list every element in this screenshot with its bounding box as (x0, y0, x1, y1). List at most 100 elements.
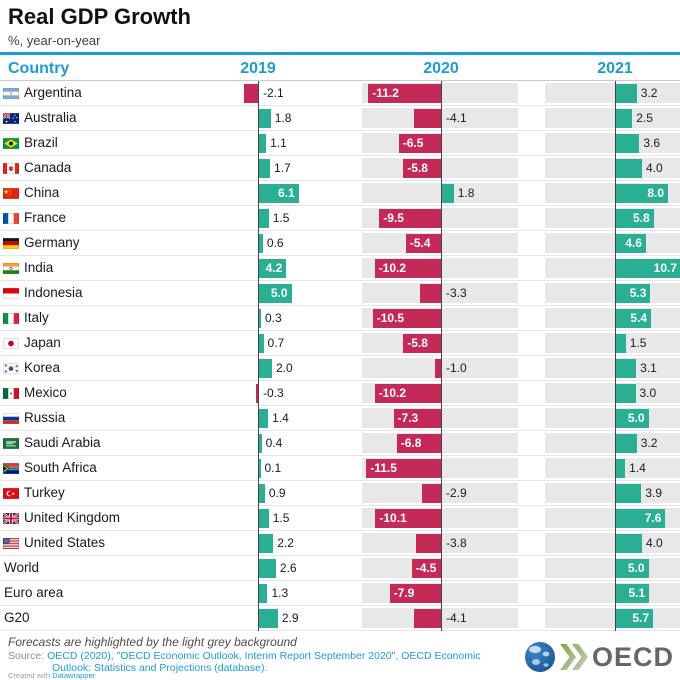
country-label: G20 (4, 610, 30, 625)
value-label: -2.1 (263, 86, 284, 100)
jp-flag-icon (3, 338, 19, 349)
ru-flag-icon (3, 413, 19, 424)
table-row: Japan 0.7 -5.8 1.5 (0, 331, 680, 356)
bar-cell: 1.8 (345, 181, 532, 206)
attribution: Created with Datawrapper (8, 671, 95, 680)
country-label: Euro area (4, 585, 64, 600)
br-flag-icon (3, 138, 19, 149)
bar-cell: -10.1 (345, 506, 532, 531)
bar-cell: 1.5 (196, 506, 345, 531)
country-label: South Africa (24, 460, 97, 475)
table-row: Australia 1.8 -4.1 2.5 (0, 106, 680, 131)
country-label: United States (24, 535, 106, 550)
value-label: -10.2 (378, 386, 407, 400)
tr-flag-icon (3, 488, 19, 499)
positive-bar (616, 384, 636, 403)
positive-bar (259, 584, 268, 603)
bar-cell: 10.7 (532, 256, 680, 281)
forecast-background (545, 233, 680, 253)
positive-bar (616, 309, 652, 328)
in-flag-icon (3, 263, 19, 274)
negative-bar (411, 559, 441, 578)
value-label: 5.0 (627, 411, 645, 425)
value-label: -2.9 (446, 486, 467, 500)
bar-cell: 0.7 (196, 331, 345, 356)
value-label: 6.1 (277, 186, 295, 200)
country-label: Japan (24, 335, 61, 350)
positive-bar (259, 309, 261, 328)
country-label: Italy (24, 310, 49, 325)
country-label: World (4, 560, 40, 575)
bar-cell: 0.6 (196, 231, 345, 256)
value-label: -7.9 (393, 586, 415, 600)
bar-cell: 4.0 (532, 531, 680, 556)
bar-cell: 2.6 (196, 556, 345, 581)
country-label: Argentina (24, 85, 82, 100)
positive-bar (616, 434, 637, 453)
header-underline (0, 80, 680, 81)
table-row: United States 2.2 -3.8 4.0 (0, 531, 680, 556)
value-label: 3.2 (640, 436, 658, 450)
value-label: 1.5 (272, 511, 290, 525)
value-label: -0.3 (263, 386, 284, 400)
bar-cell: -2.1 (196, 81, 345, 106)
bar-cell: -7.3 (345, 406, 532, 431)
country-label: Korea (24, 360, 61, 375)
table-row: China 6.1 1.8 8.0 (0, 181, 680, 206)
bar-cell: 1.5 (196, 206, 345, 231)
positive-bar (616, 284, 651, 303)
table-row: France 1.5 -9.5 5.8 (0, 206, 680, 231)
country-label: Turkey (24, 485, 65, 500)
positive-bar (616, 359, 637, 378)
bar-cell: -3.8 (345, 531, 532, 556)
table-row: G20 2.9 -4.1 5.7 (0, 606, 680, 631)
bar-cell: 2.9 (196, 606, 345, 631)
table-row: Russia 1.4 -7.3 5.0 (0, 406, 680, 431)
positive-bar (259, 484, 265, 503)
forecast-background (545, 158, 680, 178)
attribution-prefix: Created with (8, 671, 51, 680)
positive-bar (616, 234, 646, 253)
country-label: United Kingdom (24, 510, 121, 525)
country-label: Brazil (24, 135, 58, 150)
bar-cell: 1.4 (196, 406, 345, 431)
positive-bar (259, 534, 274, 553)
value-label: 1.8 (457, 186, 475, 200)
positive-bar (259, 434, 262, 453)
bar-cell: 3.0 (532, 381, 680, 406)
fr-flag-icon (3, 213, 19, 224)
value-label: 1.8 (274, 111, 292, 125)
country-label: India (24, 260, 54, 275)
positive-bar (616, 184, 668, 203)
positive-bar (442, 184, 454, 203)
country-label: Australia (24, 110, 77, 125)
datawrapper-link[interactable]: Datawrapper (52, 671, 96, 680)
negative-bar (419, 284, 441, 303)
bar-cell: 0.1 (196, 456, 345, 481)
au-flag-icon (3, 113, 19, 124)
bar-cell: 5.0 (196, 281, 345, 306)
value-label: 4.0 (646, 536, 663, 550)
forecast-background (545, 483, 680, 503)
bar-cell: -7.9 (345, 581, 532, 606)
country-label: Germany (24, 235, 80, 250)
value-label: -10.5 (376, 311, 405, 325)
value-label: 3.2 (640, 86, 658, 100)
table-row: Canada 1.7 -5.8 4.0 (0, 156, 680, 181)
negative-bar (403, 159, 441, 178)
za-flag-icon (3, 463, 19, 474)
column-header-2021: 2021 (597, 60, 633, 77)
positive-bar (616, 409, 649, 428)
country-label: France (24, 210, 67, 225)
value-label: 10.7 (653, 261, 677, 275)
kr-flag-icon (3, 363, 19, 374)
source-link[interactable]: OECD (2020), "OECD Economic Outlook, Int… (47, 650, 481, 674)
bar-cell: 5.0 (532, 406, 680, 431)
country-label: China (24, 185, 60, 200)
bar-cell: -4.1 (345, 106, 532, 131)
value-label: -9.5 (383, 211, 404, 225)
table-row: Korea 2.0 -1.0 3.1 (0, 356, 680, 381)
table-row: Euro area 1.3 -7.9 5.1 (0, 581, 680, 606)
forecast-background (545, 208, 680, 228)
positive-bar (259, 284, 292, 303)
